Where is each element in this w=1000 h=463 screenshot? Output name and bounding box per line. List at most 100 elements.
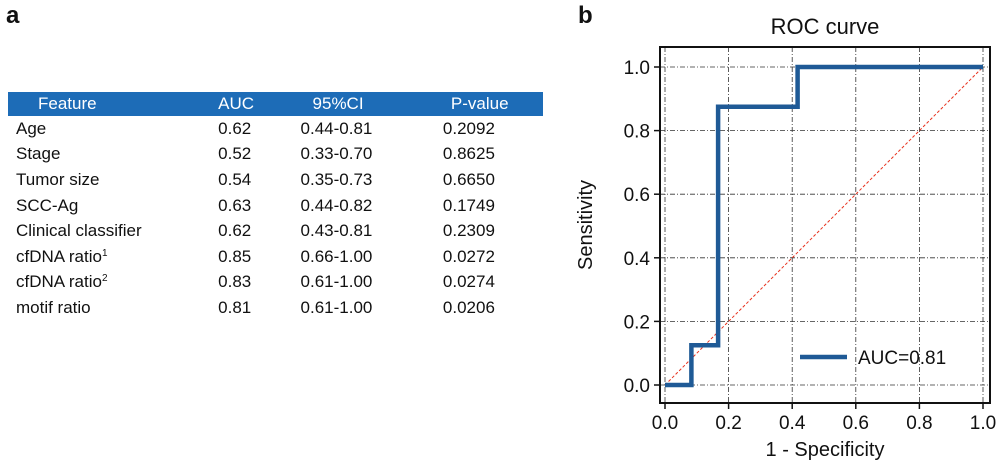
auc-cell-text: 0.85: [218, 246, 252, 266]
x-axis-label: 1 - Specificity: [766, 439, 885, 461]
ci-cell-text: 0.35-0.73: [300, 169, 373, 189]
auc-cell: 0.63: [218, 193, 300, 219]
ci-cell: 0.44-0.81: [301, 116, 443, 142]
pvalue-cell: 0.0272: [443, 244, 543, 270]
table-row: cfDNA ratio1 0.85 0.66-1.00 0.0272: [8, 244, 543, 270]
pvalue-cell: 0.0206: [443, 295, 543, 321]
feature-cell-text: Stage: [16, 144, 61, 164]
y-tick-label: 0.4: [624, 249, 651, 270]
feature-cell-text: cfDNA ratio: [16, 246, 102, 266]
superscript: 1: [101, 247, 108, 259]
auc-cell-text: 0.62: [218, 221, 252, 241]
ci-cell: 0.61-1.00: [301, 295, 443, 321]
pvalue-cell-text: 0.2092: [442, 118, 495, 138]
series-group: [665, 64, 983, 388]
table-row: cfDNA ratio2 0.83 0.61-1.00 0.0274: [8, 270, 543, 296]
y-tick-label: 0.6: [624, 185, 650, 206]
feature-cell: motif ratio: [8, 295, 218, 321]
feature-cell: Age: [8, 116, 218, 142]
auc-cell-text: 0.54: [218, 169, 252, 189]
table-row: motif ratio 0.81 0.61-1.00 0.0206: [8, 295, 543, 321]
y-tick-label: 0.2: [624, 312, 650, 333]
chart-title: ROC curve: [771, 14, 880, 39]
auc-cell: 0.62: [218, 218, 300, 244]
feature-auc-table: Feature AUC 95%CI P-value Age 0.62 0.44-0.…: [8, 92, 543, 321]
ci-cell-text: 0.66-1.00: [300, 246, 373, 266]
header-ci: 95%CI: [312, 94, 364, 113]
y-tick-label: 0.8: [624, 122, 650, 143]
ci-cell: 0.43-0.81: [301, 218, 443, 244]
ci-cell-text: 0.61-1.00: [300, 272, 373, 292]
auc-cell: 0.52: [218, 142, 300, 168]
roc-chart: ROC curve 0.0 0.2 0.4 0.6 0.8 1.0 0.0 0.2 0.4 0.6…: [575, 14, 997, 461]
ci-cell-text: 0.44-0.82: [300, 195, 373, 215]
pvalue-cell-text: 0.2309: [442, 221, 495, 241]
table-row: Clinical classifier 0.62 0.43-0.81 0.2309: [8, 218, 543, 244]
panel-b-label: b: [578, 2, 593, 29]
grid: [660, 47, 990, 403]
header-auc: AUC: [218, 94, 255, 113]
x-tick-label: 1.0: [970, 413, 996, 434]
feature-cell: cfDNA ratio1: [8, 244, 218, 270]
table-body: Age 0.62 0.44-0.81 0.2092 Stage 0.52 0.33-0.70…: [8, 116, 543, 321]
auc-cell: 0.62: [218, 116, 300, 142]
feature-cell-text: cfDNA ratio: [16, 272, 102, 292]
auc-cell-text: 0.62: [218, 118, 252, 138]
table-row: Age 0.62 0.44-0.81 0.2092: [8, 116, 543, 142]
pvalue-cell: 0.2309: [443, 218, 543, 244]
feature-cell-text: Age: [16, 118, 47, 138]
panel-a-label: a: [6, 2, 20, 29]
x-tick-label: 0.8: [906, 413, 932, 434]
feature-cell: SCC-Ag: [8, 193, 218, 219]
auc-cell: 0.85: [218, 244, 300, 270]
feature-cell: Tumor size: [8, 167, 218, 193]
pvalue-cell-text: 0.0272: [442, 246, 495, 266]
pvalue-cell-text: 0.6650: [442, 169, 495, 189]
auc-cell-text: 0.81: [218, 297, 252, 317]
ci-cell-text: 0.43-0.81: [300, 221, 373, 241]
y-axis-label: Sensitivity: [575, 180, 597, 270]
feature-cell-text: SCC-Ag: [16, 195, 79, 215]
auc-cell: 0.83: [218, 270, 300, 296]
ci-cell: 0.33-0.70: [301, 142, 443, 168]
pvalue-cell-text: 0.1749: [442, 195, 495, 215]
auc-cell-text: 0.52: [218, 144, 252, 164]
table-row: Stage 0.52 0.33-0.70 0.8625: [8, 142, 543, 168]
table-row: SCC-Ag 0.63 0.44-0.82 0.1749: [8, 193, 543, 219]
pvalue-cell: 0.8625: [443, 142, 543, 168]
auc-cell-text: 0.63: [218, 195, 252, 215]
y-tick-label: 0.0: [624, 376, 650, 397]
x-tick-label: 0.2: [715, 413, 741, 434]
plot-frame: [659, 46, 991, 404]
pvalue-cell-text: 0.0274: [442, 272, 495, 292]
legend-label: AUC=0.81: [858, 348, 946, 369]
table-row: Tumor size 0.54 0.35-0.73 0.6650: [8, 167, 543, 193]
x-tick-label: 0.4: [779, 413, 806, 434]
feature-cell-text: motif ratio: [16, 297, 91, 317]
feature-cell: Stage: [8, 142, 218, 168]
header-pvalue: P-value: [450, 94, 509, 113]
ci-cell: 0.35-0.73: [301, 167, 443, 193]
auc-cell: 0.54: [218, 167, 300, 193]
pvalue-cell: 0.2092: [443, 116, 543, 142]
reference-line-group: [664, 66, 984, 386]
legend: AUC=0.81: [800, 348, 946, 369]
feature-cell: Clinical classifier: [8, 218, 218, 244]
x-tick-label: 0.6: [843, 413, 869, 434]
ci-cell: 0.61-1.00: [301, 270, 443, 296]
ci-cell: 0.66-1.00: [301, 244, 443, 270]
ci-cell-text: 0.44-0.81: [300, 118, 373, 138]
feature-cell-text: Clinical classifier: [16, 221, 142, 241]
table-header-row: Feature AUC 95%CI P-value: [8, 92, 543, 116]
feature-cell: cfDNA ratio2: [8, 270, 218, 296]
superscript: 2: [101, 273, 108, 285]
ticks: 0.0 0.2 0.4 0.6 0.8 1.0 0.0 0.2 0.4 0.6 0.8 1.0: [624, 58, 997, 434]
pvalue-cell-text: 0.8625: [442, 144, 495, 164]
x-tick-label: 0.0: [652, 413, 678, 434]
header-feature: Feature: [38, 94, 97, 113]
reference-diagonal-line: [664, 66, 984, 386]
auc-cell: 0.81: [218, 295, 300, 321]
ci-cell-text: 0.33-0.70: [300, 144, 373, 164]
pvalue-cell: 0.1749: [443, 193, 543, 219]
feature-cell-text: Tumor size: [16, 169, 100, 189]
